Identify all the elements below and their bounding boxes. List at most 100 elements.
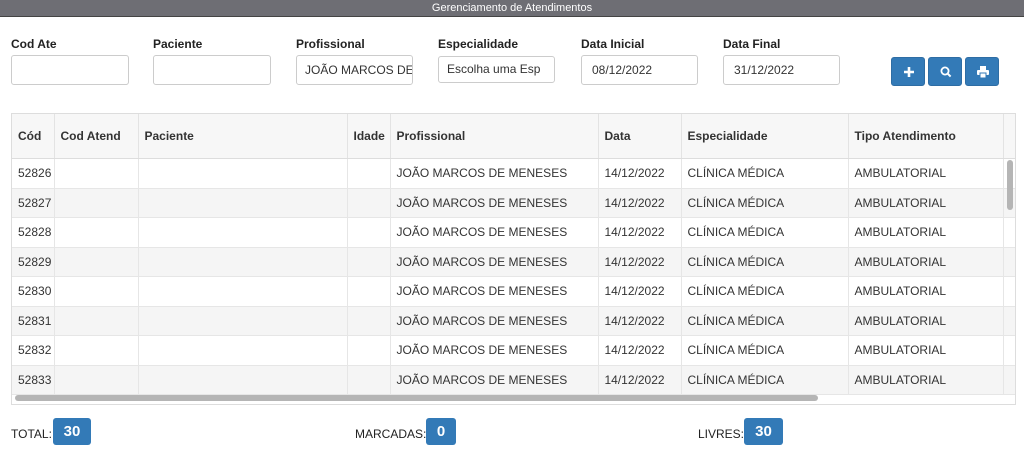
table-cell: 52829	[12, 247, 55, 277]
table-cell: CLÍNICA MÉDICA	[681, 306, 849, 336]
text-input[interactable]	[11, 55, 129, 85]
table-row[interactable]: 52833 JOÃO MARCOS DE MENESES 14/12/2022 CLÍ…	[12, 365, 1015, 395]
table-cell: AMBULATORIAL	[848, 188, 1004, 218]
table-cell: 14/12/2022	[598, 217, 682, 248]
table-row[interactable]: 52830 JOÃO MARCOS DE MENESES 14/12/2022 CLÍ…	[12, 276, 1015, 307]
results-table: Cód Cod Atend Paciente Idade Profissional Dat…	[12, 114, 1015, 395]
count-label: LIVRES:	[698, 427, 745, 441]
table-cell	[54, 217, 139, 248]
table-cell: CLÍNICA MÉDICA	[681, 158, 849, 189]
filter-label: Especialidade	[438, 37, 519, 51]
table-cell	[138, 158, 348, 189]
table-cell: 52830	[12, 276, 55, 307]
table-row[interactable]: 52828 JOÃO MARCOS DE MENESES 14/12/2022 CLÍ…	[12, 217, 1015, 248]
header-spacer	[1003, 114, 1015, 159]
count-badge: 0	[426, 418, 456, 445]
count-label: MARCADAS:	[355, 427, 427, 441]
filter-label: Cod Ate	[11, 37, 57, 51]
table-cell	[138, 306, 348, 336]
table-cell: CLÍNICA MÉDICA	[681, 335, 849, 366]
text-input[interactable]: 31/12/2022	[723, 55, 840, 85]
row-spacer	[1003, 365, 1015, 395]
table-cell	[138, 247, 348, 277]
table-cell: CLÍNICA MÉDICA	[681, 217, 849, 248]
table-cell: 14/12/2022	[598, 247, 682, 277]
table-cell	[138, 276, 348, 307]
row-spacer	[1003, 247, 1015, 277]
row-spacer	[1003, 217, 1015, 248]
table-cell	[347, 335, 391, 366]
table-cell: JOÃO MARCOS DE MENESES	[390, 365, 599, 395]
table-cell: 52828	[12, 217, 55, 248]
table-cell: JOÃO MARCOS DE MENESES	[390, 335, 599, 366]
text-input[interactable]: JOÃO MARCOS DE MENESES	[296, 55, 413, 85]
filter-label: Data Inicial	[581, 37, 645, 51]
table-cell: JOÃO MARCOS DE MENESES	[390, 306, 599, 336]
select-input[interactable]: Escolha uma Esp	[438, 56, 555, 83]
row-spacer	[1003, 335, 1015, 366]
table-cell: CLÍNICA MÉDICA	[681, 188, 849, 218]
table-cell	[347, 247, 391, 277]
table-row[interactable]: 52827 JOÃO MARCOS DE MENESES 14/12/2022 CLÍ…	[12, 188, 1015, 218]
add-button[interactable]	[891, 57, 925, 86]
table-cell: 14/12/2022	[598, 188, 682, 218]
table-cell	[138, 335, 348, 366]
column-header[interactable]: Cod Atend	[54, 114, 139, 159]
filter-label: Paciente	[153, 37, 203, 51]
table-cell	[54, 335, 139, 366]
table-cell: 52826	[12, 158, 55, 189]
print-button[interactable]	[965, 57, 999, 86]
table-cell: CLÍNICA MÉDICA	[681, 276, 849, 307]
row-spacer	[1003, 276, 1015, 307]
table-cell: JOÃO MARCOS DE MENESES	[390, 247, 599, 277]
filter-label: Data Final	[723, 37, 781, 51]
table-cell: AMBULATORIAL	[848, 158, 1004, 189]
text-input[interactable]: 08/12/2022	[581, 55, 698, 85]
table-cell	[347, 306, 391, 336]
filter-label: Profissional	[296, 37, 365, 51]
table-cell	[347, 158, 391, 189]
table-cell: AMBULATORIAL	[848, 217, 1004, 248]
table-cell: JOÃO MARCOS DE MENESES	[390, 217, 599, 248]
column-header[interactable]: Idade	[347, 114, 391, 159]
table-cell	[54, 276, 139, 307]
text-input[interactable]	[153, 55, 271, 85]
column-header[interactable]: Cód	[12, 114, 55, 159]
table-cell	[347, 217, 391, 248]
search-button[interactable]	[928, 57, 962, 86]
table-cell: AMBULATORIAL	[848, 365, 1004, 395]
column-header[interactable]: Tipo Atendimento	[848, 114, 1004, 159]
table-row[interactable]: 52832 JOÃO MARCOS DE MENESES 14/12/2022 CLÍ…	[12, 335, 1015, 366]
row-spacer	[1003, 306, 1015, 336]
table-cell: JOÃO MARCOS DE MENESES	[390, 158, 599, 189]
table-cell: AMBULATORIAL	[848, 247, 1004, 277]
table-cell	[54, 158, 139, 189]
table-cell	[138, 217, 348, 248]
table-cell	[54, 306, 139, 336]
count-label: TOTAL:	[11, 427, 52, 441]
table-cell: 14/12/2022	[598, 365, 682, 395]
table-cell: JOÃO MARCOS DE MENESES	[390, 276, 599, 307]
table-cell	[138, 365, 348, 395]
table-cell	[347, 365, 391, 395]
count-badge: 30	[53, 418, 91, 445]
table-cell	[54, 247, 139, 277]
table-cell: 14/12/2022	[598, 306, 682, 336]
table-row[interactable]: 52831 JOÃO MARCOS DE MENESES 14/12/2022 CLÍ…	[12, 306, 1015, 336]
table-row[interactable]: 52829 JOÃO MARCOS DE MENESES 14/12/2022 CLÍ…	[12, 247, 1015, 277]
table-cell: JOÃO MARCOS DE MENESES	[390, 188, 599, 218]
table-cell: 14/12/2022	[598, 276, 682, 307]
column-header[interactable]: Paciente	[138, 114, 348, 159]
table-row[interactable]: 52826 JOÃO MARCOS DE MENESES 14/12/2022 CLÍ…	[12, 158, 1015, 189]
column-header[interactable]: Data	[598, 114, 682, 159]
vertical-scrollbar[interactable]	[1007, 160, 1013, 210]
table-cell	[138, 188, 348, 218]
column-header[interactable]: Especialidade	[681, 114, 849, 159]
horizontal-scrollbar[interactable]	[15, 395, 818, 401]
table-cell	[347, 276, 391, 307]
table-cell: AMBULATORIAL	[848, 276, 1004, 307]
table-cell: AMBULATORIAL	[848, 335, 1004, 366]
table-cell: CLÍNICA MÉDICA	[681, 247, 849, 277]
column-header[interactable]: Profissional	[390, 114, 599, 159]
